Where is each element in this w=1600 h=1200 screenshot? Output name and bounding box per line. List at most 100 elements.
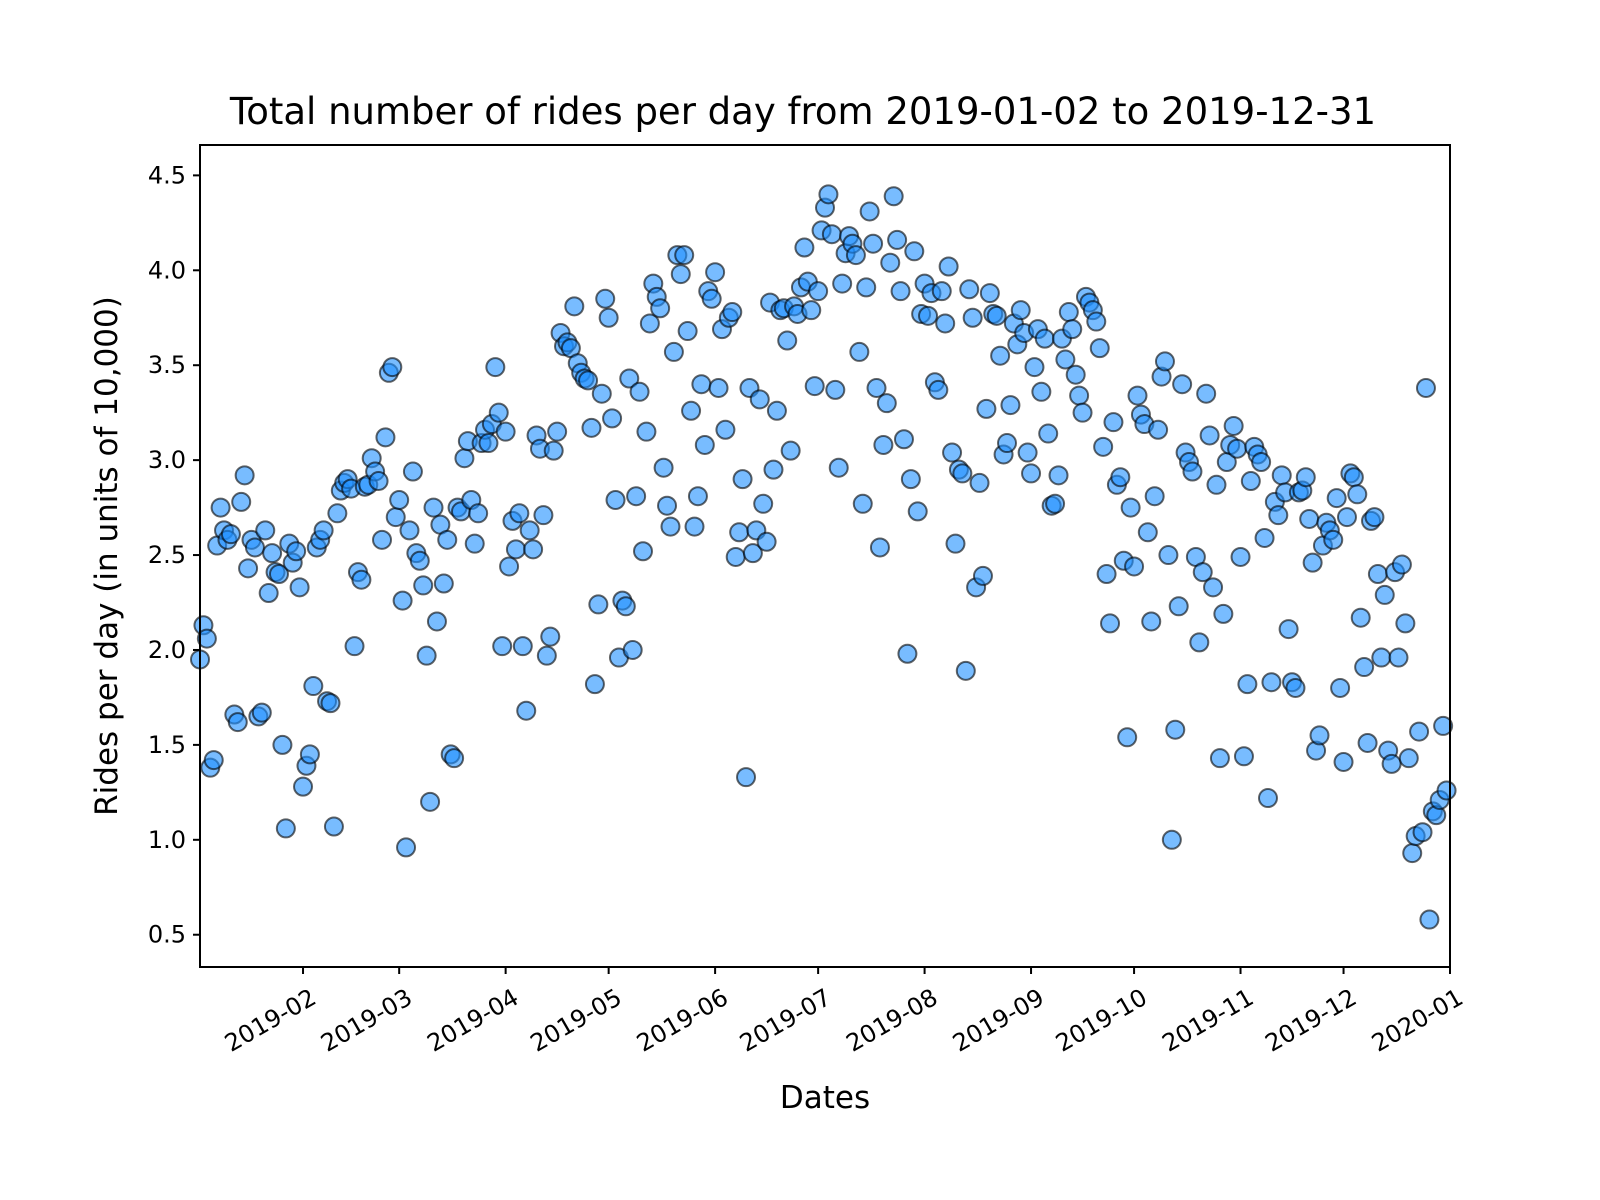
data-point [729, 522, 750, 543]
data-point [650, 298, 671, 319]
data-point [203, 750, 224, 771]
data-point [454, 448, 475, 469]
data-point [433, 573, 454, 594]
data-point [437, 529, 458, 550]
data-point [289, 577, 310, 598]
x-tick-label: 2019-03 [316, 983, 417, 1057]
data-point [887, 229, 908, 250]
data-point [1436, 780, 1457, 801]
data-point [828, 457, 849, 478]
data-point [705, 262, 726, 283]
data-point [1086, 311, 1107, 332]
y-tick-label: 3.0 [148, 446, 186, 474]
data-point [420, 791, 441, 812]
y-tick-label: 3.5 [148, 351, 186, 379]
data-point [715, 419, 736, 440]
data-point [1268, 505, 1289, 526]
data-point [990, 345, 1011, 366]
data-point [1031, 381, 1052, 402]
data-point [1100, 613, 1121, 634]
data-point [1010, 300, 1031, 321]
data-point [320, 693, 341, 714]
y-tick-label: 1.5 [148, 731, 186, 759]
data-point [852, 493, 873, 514]
data-point [220, 524, 241, 545]
data-point [859, 201, 880, 222]
data-point [210, 497, 231, 518]
x-tick-label: 2019-10 [1051, 983, 1152, 1057]
data-point [255, 520, 276, 541]
data-point [313, 520, 334, 541]
data-point [749, 389, 770, 410]
data-point [1395, 613, 1416, 634]
x-tick-label: 2019-07 [735, 983, 836, 1057]
data-point [780, 440, 801, 461]
data-point [1285, 677, 1306, 698]
data-point [499, 556, 520, 577]
x-tick-label: 2019-08 [842, 983, 943, 1057]
data-point [1254, 527, 1275, 548]
data-point [619, 368, 640, 389]
data-point [725, 546, 746, 567]
data-point [938, 256, 959, 277]
data-point [423, 497, 444, 518]
data-point [1017, 442, 1038, 463]
chart-title: Total number of rides per day from 2019-… [229, 90, 1376, 133]
data-point [258, 583, 279, 604]
data-point [663, 341, 684, 362]
data-point [708, 377, 729, 398]
data-point [1374, 584, 1395, 605]
data-point [763, 459, 784, 480]
x-tick-label: 2019-05 [526, 983, 627, 1057]
data-point [1330, 677, 1351, 698]
data-point [687, 486, 708, 507]
data-point [234, 465, 255, 486]
data-point [1089, 338, 1110, 359]
data-point [293, 776, 314, 797]
data-point [1367, 564, 1388, 585]
data-point [832, 273, 853, 294]
data-point [602, 408, 623, 429]
data-point [1148, 419, 1169, 440]
data-point [303, 676, 324, 697]
data-point [722, 302, 743, 323]
data-point [863, 233, 884, 254]
data-point [1055, 349, 1076, 370]
data-point [1398, 748, 1419, 769]
data-point [1154, 351, 1175, 372]
data-point [1233, 746, 1254, 767]
data-point [1357, 732, 1378, 753]
data-point [344, 636, 365, 657]
data-point [1045, 493, 1066, 514]
data-point [1213, 603, 1234, 624]
data-point [1192, 562, 1213, 583]
data-point [426, 611, 447, 632]
data-point [1326, 488, 1347, 509]
data-point [897, 643, 918, 664]
data-point [375, 427, 396, 448]
x-tick-label: 2019-09 [948, 983, 1049, 1057]
data-point [660, 516, 681, 537]
x-tick-label: 2020-01 [1367, 983, 1468, 1057]
data-point [1000, 395, 1021, 416]
data-point [883, 186, 904, 207]
data-point [935, 313, 956, 334]
data-point [681, 400, 702, 421]
data-point [519, 520, 540, 541]
data-point [1271, 465, 1292, 486]
data-point [327, 503, 348, 524]
data-point [244, 537, 265, 558]
data-point [272, 734, 293, 755]
data-point [495, 421, 516, 442]
data-point [523, 539, 544, 560]
data-point [1391, 554, 1412, 575]
data-point [955, 660, 976, 681]
data-point [1343, 467, 1364, 488]
data-point [488, 402, 509, 423]
data-point [1433, 715, 1454, 736]
y-tick-label: 0.5 [148, 921, 186, 949]
data-point [742, 543, 763, 564]
data-point [1038, 423, 1059, 444]
data-point [1120, 497, 1141, 518]
data-point [821, 224, 842, 245]
